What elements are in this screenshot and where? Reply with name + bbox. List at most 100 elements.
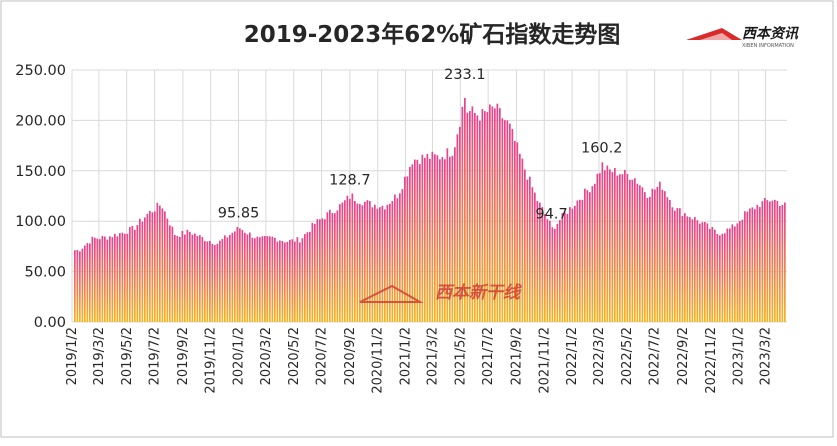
watermark-text: 西本新干线	[435, 283, 522, 303]
bar-150	[449, 156, 451, 322]
bar-89	[296, 237, 299, 322]
bar-239	[671, 207, 674, 322]
bar-101	[326, 212, 329, 322]
bar-270	[749, 208, 751, 322]
bar-243	[681, 215, 684, 322]
bar-97	[316, 219, 319, 322]
bar-51	[201, 237, 204, 322]
bar-249	[696, 220, 699, 322]
bar-164	[484, 111, 486, 322]
bar-204	[584, 188, 586, 322]
bar-162	[479, 120, 481, 323]
bar-219	[621, 174, 624, 322]
bar-75	[261, 236, 264, 322]
bar-153	[456, 134, 459, 322]
bar-98	[319, 219, 321, 322]
bar-33	[156, 202, 159, 322]
bar-41	[176, 235, 179, 322]
y-tick-labels: 0.00 50.00 100.00 150.00 200.00 250.00	[15, 63, 66, 331]
bar-110	[349, 198, 351, 322]
bar-13	[106, 239, 109, 322]
bar-169	[496, 103, 499, 323]
bar-256	[714, 229, 716, 322]
bar-215	[611, 172, 614, 322]
bar-21	[126, 233, 129, 322]
bar-129	[396, 198, 399, 322]
x-tick-2023/3/2: 2023/3/2	[759, 327, 774, 385]
x-tick-2023/1/2: 2023/1/2	[732, 327, 747, 385]
bar-283	[781, 204, 784, 322]
bar-7	[91, 236, 94, 322]
x-tick-2020/3/2: 2020/3/2	[259, 327, 274, 385]
bar-250	[699, 223, 701, 322]
bar-39	[171, 226, 174, 322]
bar-62	[229, 234, 231, 322]
bar-115	[361, 205, 364, 322]
bar-45	[186, 229, 189, 322]
bar-151	[451, 155, 454, 322]
bar-181	[526, 179, 529, 322]
bar-122	[379, 207, 381, 322]
bar-120	[374, 204, 376, 322]
bar-234	[659, 181, 661, 322]
bar-192	[554, 229, 556, 322]
bar-226	[639, 185, 641, 322]
bar-106	[339, 204, 341, 322]
y-tick-200.00: 200.00	[15, 113, 66, 129]
bar-224	[634, 178, 636, 322]
bar-43	[181, 230, 184, 322]
bar-207	[591, 186, 594, 322]
bar-258	[719, 235, 721, 322]
bar-254	[709, 228, 711, 322]
bar-60	[224, 235, 226, 322]
bar-46	[189, 231, 191, 322]
bar-186	[539, 202, 541, 322]
x-tick-2022/7/2: 2022/7/2	[648, 327, 663, 385]
bar-100	[324, 219, 326, 322]
x-tick-2019/9/2: 2019/9/2	[176, 327, 191, 385]
bar-118	[369, 200, 371, 322]
bar-142	[429, 158, 431, 322]
bar-78	[269, 236, 271, 322]
x-tick-2022/11/2: 2022/11/2	[704, 327, 719, 394]
bar-272	[754, 209, 756, 322]
x-tick-2019/7/2: 2019/7/2	[148, 327, 163, 385]
watermark: 西本新干线	[359, 283, 522, 303]
data-label-233.1: 233.1	[444, 67, 486, 83]
bar-227	[641, 187, 644, 322]
bar-220	[624, 169, 626, 322]
bar-72	[254, 238, 256, 322]
logo-mountain-highlight-icon	[700, 33, 732, 40]
data-label-128.7: 128.7	[329, 172, 371, 188]
y-tick-50.00: 50.00	[24, 265, 66, 281]
data-labels: 95.85 128.7 233.1 94.7 160.2	[218, 67, 623, 223]
bar-168	[494, 108, 496, 323]
bar-273	[756, 204, 759, 322]
x-tick-2019/3/2: 2019/3/2	[92, 327, 107, 385]
bar-170	[499, 108, 501, 322]
bar-264	[734, 226, 736, 322]
bar-161	[476, 115, 479, 322]
bar-159	[471, 106, 474, 322]
bar-149	[446, 148, 449, 322]
bar-184	[534, 192, 536, 322]
bar-212	[604, 170, 606, 322]
bar-54	[209, 241, 211, 322]
bar-25	[136, 225, 139, 322]
bar-11	[101, 236, 104, 322]
bar-32	[154, 211, 156, 322]
bar-52	[204, 241, 206, 322]
bar-68	[244, 232, 246, 322]
logo: 西本资讯 XIBEN INFORMATION	[686, 25, 799, 49]
bar-152	[454, 147, 456, 322]
data-label-95.85: 95.85	[218, 205, 260, 221]
bar-109	[346, 195, 349, 322]
bar-22	[129, 227, 131, 322]
bar-107	[341, 202, 344, 322]
x-tick-2021/5/2: 2021/5/2	[453, 327, 468, 385]
bar-175	[511, 129, 514, 322]
bar-268	[744, 211, 746, 322]
bar-179	[521, 158, 524, 322]
bar-199	[571, 208, 574, 322]
bar-81	[276, 241, 279, 322]
